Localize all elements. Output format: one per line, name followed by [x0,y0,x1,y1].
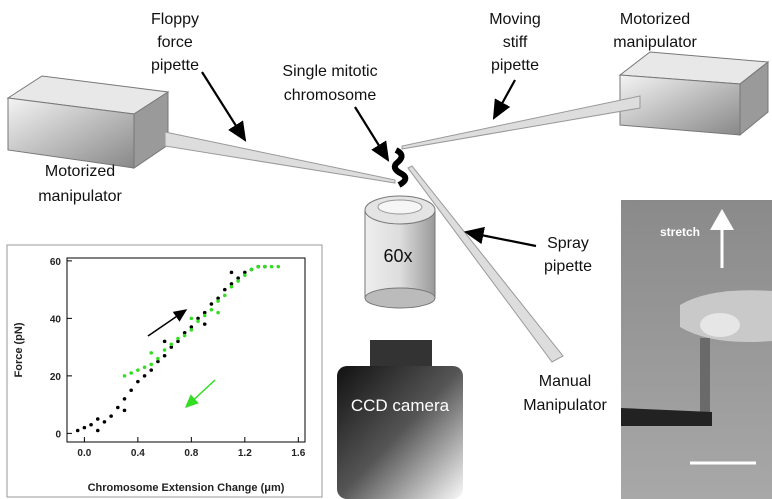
label: manipulator [613,34,697,51]
point [203,314,207,318]
point [156,357,160,361]
point [230,271,234,275]
label: chromosome [284,87,377,104]
label: stretch [660,225,700,239]
x-axis-label: Chromosome Extension Change (μm) [88,482,285,494]
point [129,371,133,375]
y-axis-label: Force (pN) [13,322,25,377]
point [103,420,107,424]
right-manipulator [620,52,768,135]
point [236,279,240,283]
point [183,334,187,338]
label: CCD camera [351,396,450,415]
point [123,374,127,378]
label: Manipulator [523,397,607,414]
stiff-pipette [402,96,640,149]
x-tick-label: 0.0 [77,448,91,459]
point [216,311,220,315]
point [136,368,140,372]
label: force [157,34,193,51]
point [203,322,207,326]
point [149,351,153,355]
ccd-camera [337,340,463,499]
point [210,308,214,312]
micrograph: stretch [621,200,772,499]
point [143,374,147,378]
inset-chart: Chromosome Extension Change (μm) Force (… [7,245,322,497]
point [76,429,80,433]
point [149,363,153,367]
label: Motorized [45,163,115,180]
point [163,354,167,358]
label: Moving [489,11,541,28]
point [243,273,247,277]
point [136,380,140,384]
point [230,285,234,289]
point [270,265,274,269]
point [89,423,93,427]
y-tick-label: 20 [50,372,62,383]
point [169,342,173,346]
point [149,368,153,372]
x-tick-label: 1.6 [291,448,305,459]
label: Motorized [620,11,690,28]
label: pipette [151,57,199,74]
point [109,414,113,418]
point [129,388,133,392]
point [190,328,194,332]
label: Spray [547,235,589,252]
label: pipette [491,57,539,74]
point [123,397,127,401]
point [276,265,280,269]
x-tick-label: 0.4 [131,448,145,459]
label: Manual [539,373,591,390]
point [96,417,100,421]
point [223,294,227,298]
y-tick-label: 0 [55,429,61,440]
page: Floppy force pipette Single mitotic chro… [0,0,772,499]
point [216,299,220,303]
point [96,429,100,433]
label: stiff [503,34,528,51]
x-tick-label: 0.8 [184,448,198,459]
x-tick-label: 1.2 [238,448,252,459]
point [123,409,127,413]
left-manipulator [8,76,168,168]
label: pipette [544,258,592,275]
chromosome [395,150,406,185]
point [163,340,167,344]
point [196,319,200,323]
point [116,406,120,410]
y-tick-label: 60 [50,257,62,268]
point [83,426,87,430]
point [250,268,254,272]
diagram: Floppy force pipette Single mitotic chro… [0,0,772,499]
label: manipulator [38,188,122,205]
floppy-pipette [165,132,395,183]
point [210,302,214,306]
y-tick-label: 40 [50,314,62,325]
point [223,288,227,292]
label: 60x [383,246,412,266]
label: Floppy [151,11,199,28]
point [163,348,167,352]
point [176,337,180,341]
point [256,265,260,269]
point [143,365,147,369]
label: Single mitotic [282,63,377,80]
point [263,265,267,269]
point [190,317,194,321]
